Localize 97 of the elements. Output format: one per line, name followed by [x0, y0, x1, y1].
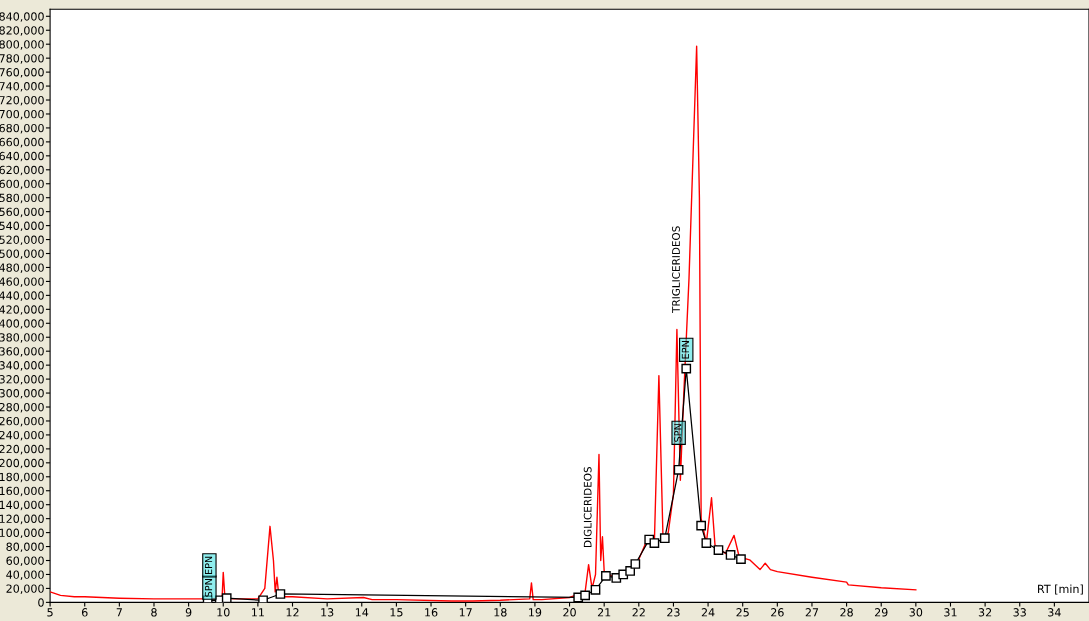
point [275, 589, 286, 599]
x-tick-label: 19 [529, 608, 542, 617]
y-tick-label: 780,000 [0, 54, 44, 64]
y-tick-label: 640,000 [0, 151, 44, 162]
x-tick-label: 18 [494, 608, 507, 617]
y-tick-label: 580,000 [0, 193, 44, 204]
point [258, 595, 268, 603]
y-tick-label: 740,000 [0, 82, 44, 92]
y-tick-label: 840,000 [0, 12, 44, 22]
x-tick-label: 10 [217, 608, 230, 617]
y-tick-label: 400,000 [0, 319, 44, 329]
y-tick-label: 620,000 [0, 165, 44, 176]
y-tick-label: 720,000 [0, 95, 44, 106]
y-tick-label: 800,000 [0, 40, 44, 50]
x-tick-label: 22 [632, 608, 645, 617]
x-tick-label: 31 [944, 608, 957, 617]
y-tick-label: 60,000 [6, 556, 44, 567]
x-tick-label: 16 [425, 608, 438, 617]
x-tick-label: 15 [390, 608, 403, 617]
y-tick-label: 560,000 [0, 207, 44, 218]
y-tick-label: 100,000 [0, 528, 44, 539]
y-tick-label: 380,000 [0, 333, 44, 343]
point [681, 363, 692, 374]
point [701, 538, 712, 548]
y-tick-label: 200,000 [0, 458, 44, 469]
x-tick-label: 32 [978, 608, 992, 617]
y-tick-label: 340,000 [0, 361, 44, 371]
y-tick-label: 140,000 [0, 500, 44, 511]
y-tick-label: 220,000 [0, 444, 44, 455]
annotation: SPN [204, 579, 213, 597]
y-tick-label: 260,000 [0, 416, 44, 427]
y-tick-label: 680,000 [0, 123, 44, 134]
point [630, 559, 641, 569]
x-tick-label: 9 [185, 608, 192, 617]
x-tick-label: 6 [81, 608, 88, 617]
x-tick-label: 28 [840, 608, 853, 617]
x-tick-label: 14 [355, 608, 369, 617]
point [725, 550, 736, 560]
y-tick-label: 120,000 [0, 514, 44, 525]
annotation: TRIGLICERIDEOS [672, 226, 680, 313]
y-tick-label: 320,000 [0, 375, 44, 385]
point [659, 533, 670, 544]
x-tick-label: 27 [805, 608, 819, 617]
y-tick-label: 660,000 [0, 137, 44, 148]
x-tick-label: 29 [874, 608, 888, 617]
x-tick-label: 23 [667, 608, 680, 617]
x-tick-label: 17 [459, 608, 472, 617]
annotation: EPN [204, 556, 213, 575]
point [673, 464, 684, 475]
x-tick-label: 25 [736, 608, 749, 617]
y-tick-label: 80,000 [6, 542, 44, 553]
y-tick-label: 500,000 [0, 249, 44, 260]
point [713, 545, 724, 555]
y-tick-label: 460,000 [0, 277, 44, 287]
point [580, 590, 590, 601]
x-tick-label: 7 [116, 608, 122, 617]
y-tick-label: 700,000 [0, 109, 44, 120]
x-tick-label: 5 [47, 608, 53, 617]
x-tick-label: 24 [701, 608, 715, 617]
y-tick-label: 760,000 [0, 68, 44, 78]
y-tick-label: 540,000 [0, 221, 44, 232]
x-tick-label: 34 [1048, 608, 1061, 617]
point [590, 584, 601, 595]
annotation: SPN [674, 424, 682, 442]
x-tick-label: 33 [1013, 608, 1026, 617]
x-tick-label: 26 [771, 608, 784, 617]
y-tick-label: 820,000 [0, 26, 44, 36]
y-tick-label: 440,000 [0, 291, 44, 301]
y-tick-label: 600,000 [0, 179, 44, 190]
x-axis-title: RT [min] [1038, 584, 1083, 595]
point [221, 593, 232, 603]
line-series [50, 45, 917, 602]
x-tick-label: 12 [286, 608, 299, 617]
x-tick-label: 13 [321, 608, 334, 617]
y-tick-label: 480,000 [0, 263, 44, 273]
y-tick-label: 520,000 [0, 235, 44, 246]
y-tick-label: 20,000 [6, 584, 44, 594]
x-tick-label: 30 [909, 608, 923, 617]
y-tick-label: 180,000 [0, 472, 44, 483]
point [601, 570, 611, 581]
y-tick-label: 40,000 [6, 570, 44, 580]
point [649, 538, 660, 548]
x-tick-label: 8 [151, 608, 157, 617]
annotation: EPN [681, 341, 689, 359]
y-tick-label: 240,000 [0, 430, 44, 441]
annotation: DIGLICERIDEOS [583, 466, 592, 547]
point [696, 520, 707, 531]
x-tick-label: 20 [563, 608, 576, 617]
y-tick-label: 360,000 [0, 347, 44, 357]
x-tick-label: 21 [597, 608, 611, 617]
y-tick-label: 300,000 [0, 389, 44, 399]
y-tick-label: 420,000 [0, 305, 44, 315]
y-tick-label: 280,000 [0, 402, 44, 413]
y-tick-label: 160,000 [0, 486, 44, 497]
y-tick-label: 0 [38, 598, 44, 607]
x-tick-label: 11 [252, 608, 264, 617]
point [736, 554, 746, 564]
